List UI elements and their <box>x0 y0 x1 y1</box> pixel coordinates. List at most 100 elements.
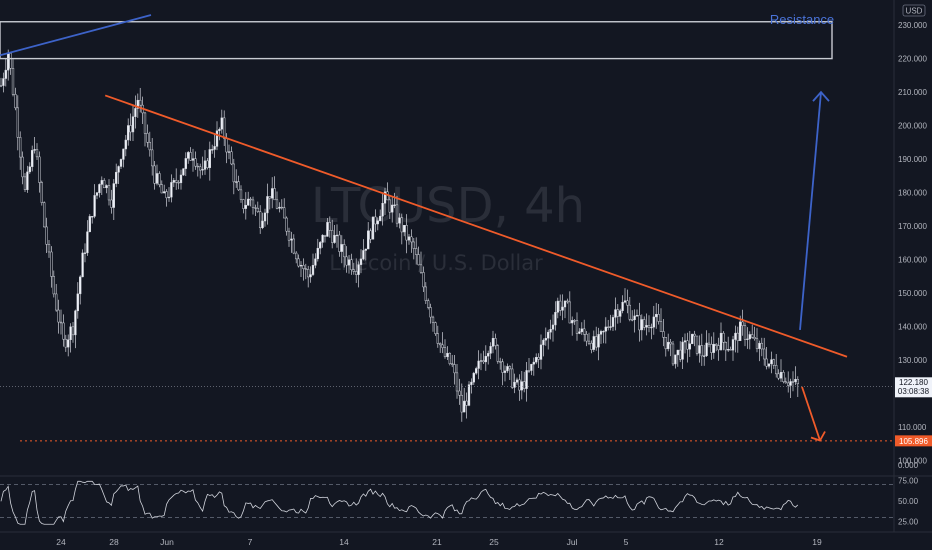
candle-body <box>131 116 135 133</box>
candle-body <box>146 133 149 143</box>
candle-body <box>422 272 425 288</box>
candle-body <box>287 230 291 241</box>
candle-body <box>259 211 262 229</box>
resistance-zone-box[interactable] <box>0 21 833 60</box>
candle-body <box>691 333 694 344</box>
time-axis[interactable]: 24 28 Jun 7 14 21 25 Jul 5 12 19 <box>56 537 822 547</box>
candle-body <box>4 69 7 79</box>
candle-body <box>410 236 413 243</box>
candle-body <box>499 361 502 363</box>
candle-body <box>645 325 648 328</box>
candle-body <box>647 325 651 328</box>
candle-body <box>700 345 703 357</box>
candle-body <box>71 326 75 336</box>
candle-body <box>93 195 96 217</box>
candle-body <box>767 363 771 367</box>
candle-body <box>731 339 735 351</box>
candle-body <box>695 335 699 354</box>
candle-body <box>530 363 533 371</box>
candle-body <box>16 107 19 138</box>
candle-body <box>710 344 713 353</box>
candle-body <box>568 301 571 324</box>
candle-body <box>374 216 377 225</box>
candle-body <box>794 379 797 382</box>
candle-body <box>635 314 639 317</box>
candle-body <box>199 166 202 171</box>
candle-body <box>86 231 89 254</box>
candle-body <box>760 342 763 350</box>
upper-trendline[interactable] <box>0 14 152 57</box>
candle-body <box>45 226 48 245</box>
candle-body <box>211 149 214 151</box>
candle-body <box>201 169 204 171</box>
candle-body <box>297 258 300 267</box>
candle-body <box>266 196 269 214</box>
candle-body <box>321 234 324 243</box>
candle-body <box>242 199 245 209</box>
candle-body <box>345 256 348 266</box>
candle-body <box>271 188 274 199</box>
candle-body <box>122 148 125 160</box>
candle-body <box>431 316 435 323</box>
drawing-overlays[interactable] <box>0 14 894 442</box>
candle-body <box>443 347 447 357</box>
candle-body <box>119 159 123 167</box>
candle-body <box>139 99 142 106</box>
candle-body <box>621 301 624 311</box>
bullish-projection-arrow[interactable] <box>799 92 822 331</box>
candle-body <box>779 372 783 379</box>
candle-body <box>307 269 310 278</box>
candle-body <box>19 137 22 158</box>
candle-body <box>556 300 559 313</box>
candle-body <box>206 160 209 168</box>
rsi-tick-label: 25.00 <box>898 518 919 527</box>
candle-body <box>525 370 528 389</box>
candle-body <box>215 130 219 147</box>
candle-body <box>110 199 113 208</box>
candle-body <box>47 244 51 253</box>
candle-body <box>662 331 665 338</box>
bearish-projection-arrow[interactable] <box>801 386 821 441</box>
candle-body <box>393 204 396 206</box>
candle-body <box>136 99 139 109</box>
candle-body <box>602 330 605 333</box>
candle-body <box>23 176 27 190</box>
candle-body <box>583 328 586 335</box>
candle-body <box>470 381 473 385</box>
candle-body <box>40 182 43 203</box>
candle-body <box>604 326 607 332</box>
candle-body <box>388 199 391 213</box>
candle-body <box>436 333 439 344</box>
candle-body <box>179 174 183 184</box>
candle-body <box>424 286 427 301</box>
y-tick-label: 190.000 <box>898 155 927 164</box>
candle-body <box>458 390 461 396</box>
candle-body <box>283 207 286 219</box>
candle-body <box>112 183 115 208</box>
candle-body <box>223 117 226 139</box>
descending-trendline[interactable] <box>104 94 848 358</box>
candle-body <box>124 139 127 150</box>
rsi-pane[interactable]: 25.00 50.00 75.00 <box>0 476 919 527</box>
x-tick-label: 19 <box>812 537 822 547</box>
candle-body <box>479 360 483 362</box>
last-price-label: 122.180 03:08:38 <box>895 377 932 398</box>
candle-body <box>429 307 432 318</box>
candle-body <box>693 333 696 337</box>
candle-body <box>650 326 653 329</box>
currency-badge-frame <box>902 4 926 17</box>
currency-badge-icon[interactable]: USD <box>902 4 926 17</box>
candle-body <box>698 345 701 354</box>
candle-body <box>26 171 29 190</box>
candle-body <box>638 314 641 331</box>
candle-body <box>563 300 567 308</box>
candle-body <box>655 314 658 318</box>
candle-body <box>796 379 799 385</box>
candle-body <box>751 334 754 338</box>
x-tick-label: 7 <box>248 537 253 547</box>
candle-body <box>590 342 593 350</box>
candle-body <box>331 230 334 243</box>
candle-body <box>501 361 504 373</box>
